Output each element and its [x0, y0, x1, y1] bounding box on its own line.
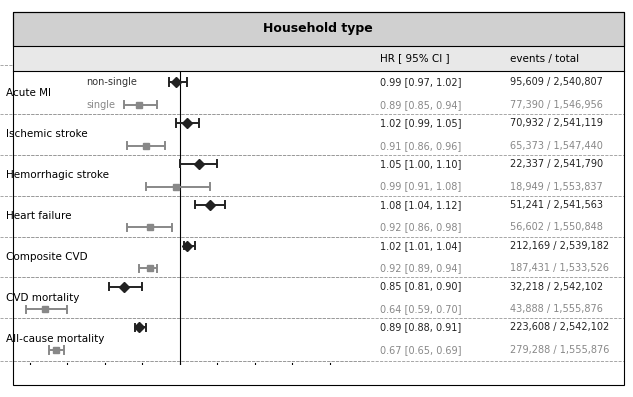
Text: 0.89 [0.85, 0.94]: 0.89 [0.85, 0.94]	[380, 100, 461, 110]
Text: CVD mortality: CVD mortality	[6, 293, 79, 303]
Text: 77,390 / 1,546,956: 77,390 / 1,546,956	[510, 100, 603, 110]
Text: 32,218 / 2,542,102: 32,218 / 2,542,102	[510, 281, 603, 291]
Bar	[13, 46, 624, 71]
Text: 22,337 / 2,541,790: 22,337 / 2,541,790	[510, 159, 603, 169]
Text: non-single: non-single	[86, 77, 137, 87]
Text: 212,169 / 2,539,182: 212,169 / 2,539,182	[510, 241, 609, 251]
Text: 0.92 [0.86, 0.98]: 0.92 [0.86, 0.98]	[380, 222, 461, 233]
Text: Hemorrhagic stroke: Hemorrhagic stroke	[6, 170, 109, 180]
Text: 56,602 / 1,550,848: 56,602 / 1,550,848	[510, 222, 603, 233]
Text: 279,288 / 1,555,876: 279,288 / 1,555,876	[510, 345, 609, 355]
Text: 0.85 [0.81, 0.90]: 0.85 [0.81, 0.90]	[380, 281, 461, 291]
Text: events / total: events / total	[510, 54, 579, 64]
Text: Acute MI: Acute MI	[6, 89, 51, 98]
Text: 1.02 [0.99, 1.05]: 1.02 [0.99, 1.05]	[380, 118, 461, 128]
Text: 0.91 [0.86, 0.96]: 0.91 [0.86, 0.96]	[380, 141, 461, 151]
Text: Ischemic stroke: Ischemic stroke	[6, 129, 87, 139]
Text: 223,608 / 2,542,102: 223,608 / 2,542,102	[510, 322, 609, 332]
Text: 18,949 / 1,553,837: 18,949 / 1,553,837	[510, 181, 603, 192]
Bar	[13, 12, 624, 46]
Text: 51,241 / 2,541,563: 51,241 / 2,541,563	[510, 200, 603, 210]
Text: 1.02 [1.01, 1.04]: 1.02 [1.01, 1.04]	[380, 241, 461, 251]
Text: single: single	[86, 100, 115, 110]
Text: 0.99 [0.97, 1.02]: 0.99 [0.97, 1.02]	[380, 77, 461, 87]
Text: 0.89 [0.88, 0.91]: 0.89 [0.88, 0.91]	[380, 322, 461, 332]
Text: Household type: Household type	[263, 22, 373, 35]
Text: HR [ 95% CI ]: HR [ 95% CI ]	[380, 54, 449, 64]
Text: 43,888 / 1,555,876: 43,888 / 1,555,876	[510, 304, 603, 314]
Text: 65,373 / 1,547,440: 65,373 / 1,547,440	[510, 141, 603, 151]
Text: 0.92 [0.89, 0.94]: 0.92 [0.89, 0.94]	[380, 263, 461, 274]
Text: 187,431 / 1,533,526: 187,431 / 1,533,526	[510, 263, 608, 274]
Text: 95,609 / 2,540,807: 95,609 / 2,540,807	[510, 77, 603, 87]
Text: 0.99 [0.91, 1.08]: 0.99 [0.91, 1.08]	[380, 181, 461, 192]
Text: 0.64 [0.59, 0.70]: 0.64 [0.59, 0.70]	[380, 304, 461, 314]
Text: Composite CVD: Composite CVD	[6, 252, 87, 262]
Text: 70,932 / 2,541,119: 70,932 / 2,541,119	[510, 118, 603, 128]
Text: All-cause mortality: All-cause mortality	[6, 334, 104, 344]
Text: 1.08 [1.04, 1.12]: 1.08 [1.04, 1.12]	[380, 200, 461, 210]
Text: 0.67 [0.65, 0.69]: 0.67 [0.65, 0.69]	[380, 345, 461, 355]
Text: 1.05 [1.00, 1.10]: 1.05 [1.00, 1.10]	[380, 159, 461, 169]
Text: Heart failure: Heart failure	[6, 211, 71, 221]
